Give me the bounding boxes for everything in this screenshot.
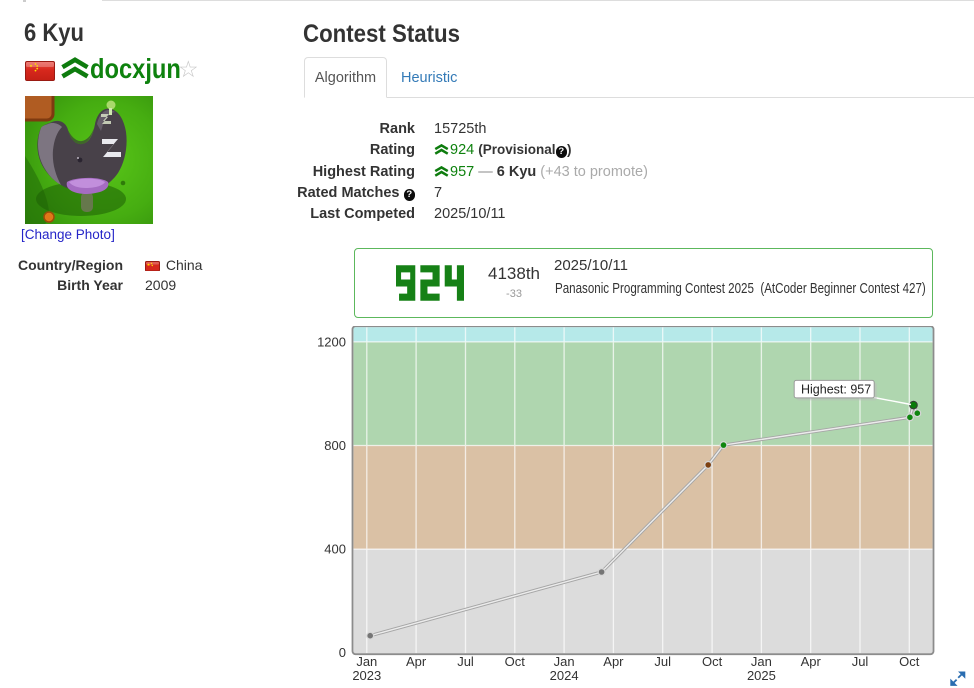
- svg-text:Jul: Jul: [457, 654, 474, 669]
- svg-text:Oct: Oct: [702, 654, 723, 669]
- svg-text:Oct: Oct: [505, 654, 526, 669]
- svg-text:Jan: Jan: [751, 654, 772, 669]
- svg-text:2025: 2025: [747, 668, 776, 683]
- svg-text:0: 0: [339, 645, 346, 660]
- svg-text:400: 400: [324, 542, 346, 557]
- svg-text:2024: 2024: [550, 668, 579, 683]
- svg-text:Apr: Apr: [801, 654, 822, 669]
- svg-text:1200: 1200: [318, 334, 346, 349]
- svg-text:Jul: Jul: [852, 654, 869, 669]
- svg-text:Highest: 957: Highest: 957: [801, 383, 871, 397]
- svg-text:800: 800: [324, 438, 346, 453]
- svg-text:Jan: Jan: [356, 654, 377, 669]
- svg-text:Jul: Jul: [654, 654, 671, 669]
- svg-text:2023: 2023: [352, 668, 381, 683]
- svg-text:Oct: Oct: [899, 654, 920, 669]
- svg-text:Jan: Jan: [554, 654, 575, 669]
- svg-text:Apr: Apr: [603, 654, 624, 669]
- svg-text:Apr: Apr: [406, 654, 427, 669]
